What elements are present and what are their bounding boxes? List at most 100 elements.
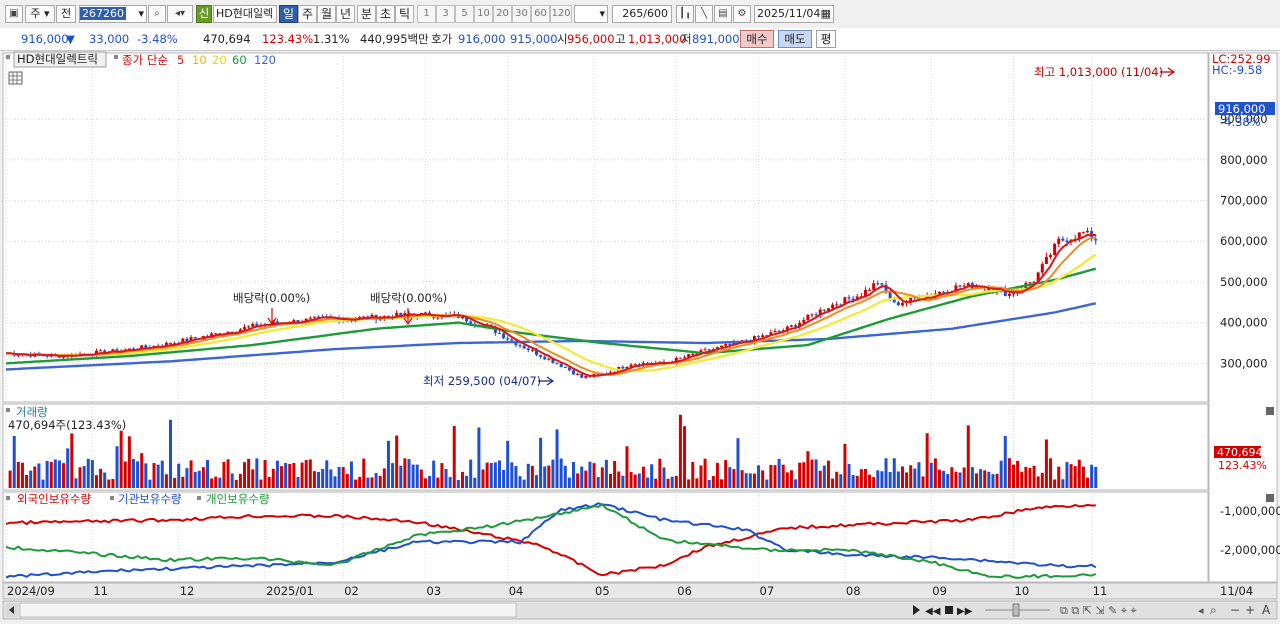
volume-bar: [789, 470, 793, 488]
legend-ma5: 5: [177, 53, 184, 67]
market-select[interactable]: 주 ▾: [25, 5, 55, 23]
quote-bar: 916,000 ▼ 33,000 -3.48% 470,694 123.43% …: [0, 28, 1280, 51]
count-input[interactable]: 265/600: [612, 5, 672, 23]
volume-bar: [909, 465, 913, 488]
interval-30[interactable]: 30: [512, 5, 531, 23]
x-axis-area: [2, 582, 1278, 600]
period-month[interactable]: 월: [317, 5, 336, 23]
buy-button[interactable]: 매수: [740, 30, 774, 48]
x-tick-label: 2025/01: [266, 584, 314, 598]
interval-120[interactable]: 120: [550, 5, 572, 23]
save-icon[interactable]: ▤: [714, 5, 732, 23]
stock-legend-name: HD현대일렉트릭: [17, 52, 98, 66]
code-input[interactable]: 267260 ▾: [79, 5, 147, 23]
zoom-search-icon[interactable]: ⌕: [1210, 603, 1217, 617]
volume-bar: [428, 475, 432, 488]
volume-bar: [736, 438, 740, 488]
date-input[interactable]: 2025/11/04 ▦: [754, 5, 834, 23]
candle: [761, 335, 765, 338]
draw-tool-icon[interactable]: ╲: [695, 5, 713, 23]
stop-icon[interactable]: [945, 606, 953, 614]
volume-bar: [473, 477, 477, 488]
volume-bar: [214, 476, 218, 488]
window-icon[interactable]: ▣: [5, 5, 23, 23]
calendar-icon[interactable]: ▦: [820, 7, 831, 20]
interval-custom-select[interactable]: ▾: [574, 5, 608, 23]
gear-icon[interactable]: ⚙: [733, 5, 751, 23]
candle: [954, 285, 958, 292]
interval-3[interactable]: 3: [436, 5, 455, 23]
speaker-icon[interactable]: ◂▾: [167, 5, 193, 23]
nav-left-icon[interactable]: ◂: [1198, 604, 1204, 617]
volume-bar: [567, 477, 571, 488]
volume-bar: [670, 476, 674, 488]
interval-20[interactable]: 20: [493, 5, 512, 23]
candle: [436, 317, 440, 319]
volume-bar: [111, 478, 115, 488]
moving-averages: [5, 233, 1097, 377]
volume-bar: [913, 468, 917, 488]
candle-icon[interactable]: ┃╻: [676, 5, 694, 23]
volume-bar: [354, 479, 358, 488]
volume-bar: [197, 470, 201, 488]
volume-bar: [876, 470, 880, 488]
interval-10[interactable]: 10: [474, 5, 493, 23]
volume-bar: [477, 427, 481, 488]
y-tick-label: 300,000: [1220, 356, 1268, 370]
candle: [777, 330, 781, 332]
candle: [637, 364, 641, 366]
candle: [292, 320, 296, 324]
x-tick-label: 10: [1015, 584, 1030, 598]
zoom-out-icon[interactable]: −: [1230, 603, 1240, 617]
volume-bar: [979, 469, 983, 488]
volume-bar: [551, 459, 555, 488]
period-week[interactable]: 주: [298, 5, 317, 23]
interval-1[interactable]: 1: [417, 5, 436, 23]
volume-current-label: 470,694: [1217, 446, 1263, 459]
period-day[interactable]: 일: [279, 5, 298, 23]
lc-label: LC:252.99: [1212, 52, 1271, 66]
volume-bar: [53, 459, 57, 488]
scroll-track[interactable]: [19, 602, 517, 618]
panel-close-icon[interactable]: [1266, 494, 1274, 502]
volume-bar: [580, 466, 584, 488]
x-tick-label: 03: [426, 584, 441, 598]
volume-bar: [539, 437, 543, 488]
play-icon[interactable]: [913, 605, 920, 615]
panel-close-icon[interactable]: [1266, 407, 1274, 415]
period-minute[interactable]: 분: [357, 5, 376, 23]
search-icon[interactable]: ⌕: [148, 5, 166, 23]
candle: [1032, 281, 1036, 283]
chevron-down-icon[interactable]: ▾: [138, 7, 144, 20]
interval-60[interactable]: 60: [531, 5, 550, 23]
tool-icons[interactable]: ⧉ ⧉ ⇱ ⇲ ✎ ⌖ ⌖: [1060, 604, 1137, 617]
period-year[interactable]: 년: [336, 5, 355, 23]
x-tick-label: 05: [595, 584, 610, 598]
table-icon[interactable]: [8, 71, 23, 85]
volume-bar: [70, 433, 74, 488]
zoom-slider-handle[interactable]: [1012, 603, 1020, 617]
volume-bar: [247, 458, 251, 488]
market-label: 주: [30, 7, 41, 20]
sell-button[interactable]: 매도: [778, 30, 812, 48]
font-size-icon[interactable]: A: [1262, 603, 1271, 617]
volume-bar: [884, 458, 888, 488]
volume-bar: [822, 465, 826, 488]
prev-button[interactable]: 전: [56, 5, 76, 23]
candle: [863, 290, 867, 297]
volume-bar: [238, 473, 242, 488]
interval-5[interactable]: 5: [455, 5, 474, 23]
toolbar: ▣ 주 ▾ 전 267260 ▾ ⌕ ◂▾ 신 HD현대일렉 일 주 월 년 분…: [0, 0, 1280, 29]
volume-bar: [802, 462, 806, 488]
volume-bar: [1061, 479, 1065, 488]
rewind-icon[interactable]: ◀◀: [925, 606, 941, 617]
volume-bar: [230, 473, 234, 488]
candle: [1065, 240, 1069, 243]
volume-bar: [201, 467, 205, 488]
period-tick[interactable]: 틱: [395, 5, 414, 23]
avg-button[interactable]: 평: [816, 30, 836, 48]
forward-icon[interactable]: ▶▶: [957, 606, 973, 617]
zoom-in-icon[interactable]: +: [1245, 603, 1255, 617]
candle: [683, 357, 687, 359]
period-second[interactable]: 초: [376, 5, 395, 23]
